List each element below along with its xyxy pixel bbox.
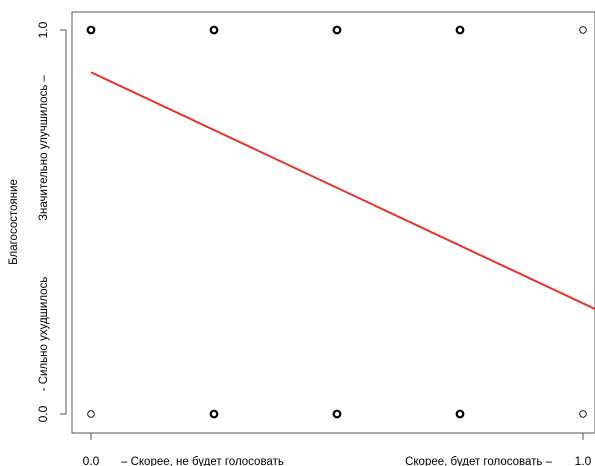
data-point [87, 410, 95, 418]
y-tick-label: 0.0 [36, 405, 50, 422]
data-point [579, 410, 587, 418]
y-axis-title: Благосостояние [8, 179, 20, 265]
data-point [86, 25, 96, 35]
data-point [332, 25, 342, 35]
data-points [86, 25, 587, 419]
y-axis-label-top: Значительно улучшилось – [38, 74, 50, 220]
data-point [332, 409, 342, 419]
x-tick-label: 0.0 [83, 454, 100, 466]
x-axis-label-left: – Скорее, не будет голосовать [121, 456, 284, 466]
plot-frame [71, 11, 595, 434]
data-point [455, 25, 465, 35]
y-axis-label-bottom: - Сильно ухудшилось [38, 277, 50, 392]
x-axis: 0.0 1.0 [83, 432, 592, 466]
x-tick-label: 1.0 [575, 454, 592, 466]
data-point [209, 25, 219, 35]
x-axis-label-right: Скорее, будет голосовать – [405, 456, 552, 466]
data-point [455, 409, 465, 419]
fit-line-group [90, 71, 595, 311]
data-point [209, 409, 219, 419]
data-point [579, 26, 587, 34]
fit-line [90, 71, 595, 311]
y-tick-label: 1.0 [36, 21, 50, 38]
y-axis: 0.0 1.0 [36, 21, 67, 422]
